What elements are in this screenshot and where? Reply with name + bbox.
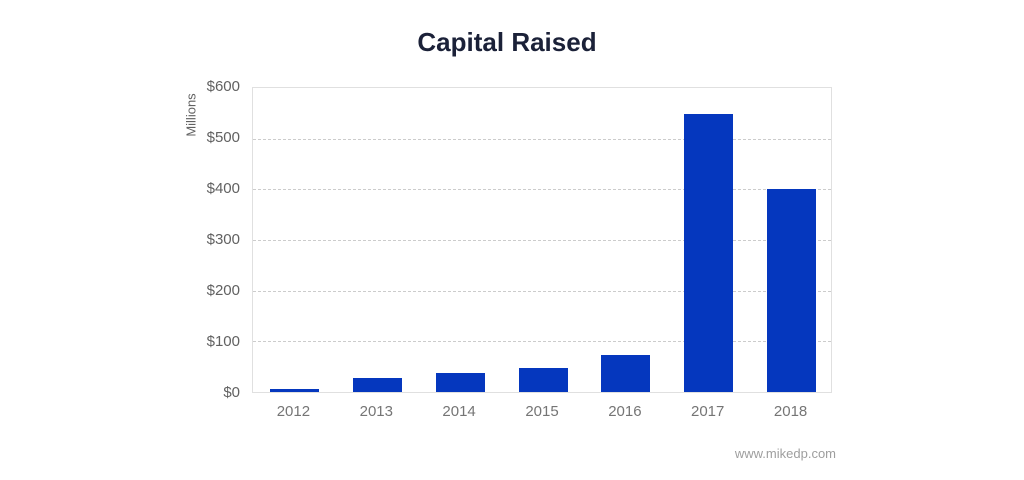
chart-title: Capital Raised (417, 27, 597, 57)
x-tick-label-2018: 2018 (773, 403, 808, 420)
watermark-url: www.mikedp.com (734, 446, 836, 461)
y-tick-label: $400 (206, 180, 240, 197)
gridline (253, 189, 831, 191)
y-tick-label: $0 (223, 384, 240, 401)
x-tick-label-2017: 2017 (691, 403, 725, 420)
gridline (253, 290, 831, 292)
y-tick-label: $500 (206, 129, 240, 146)
gridline (253, 240, 831, 241)
gridline (253, 138, 831, 140)
bar-2014 (435, 373, 485, 392)
y-tick-label: $100 (206, 333, 240, 350)
y-tick-label: $300 (206, 231, 240, 248)
y-tick-label: $600 (206, 78, 240, 95)
bar-2017 (684, 114, 734, 392)
x-tick-label-2015: 2015 (525, 403, 559, 420)
plot-area (252, 87, 832, 393)
gridline (253, 341, 831, 343)
bar-2013 (352, 377, 402, 392)
bar-2018 (767, 189, 817, 392)
bar-2015 (518, 367, 568, 392)
x-tick-label-2012: 2012 (276, 403, 311, 420)
bar-2016 (601, 354, 651, 392)
x-tick-label-2013: 2013 (359, 403, 393, 420)
x-tick-label-2016: 2016 (608, 403, 642, 420)
y-tick-label: $200 (206, 282, 240, 299)
bar-2012 (269, 388, 319, 392)
x-tick-label-2014: 2014 (442, 403, 476, 420)
